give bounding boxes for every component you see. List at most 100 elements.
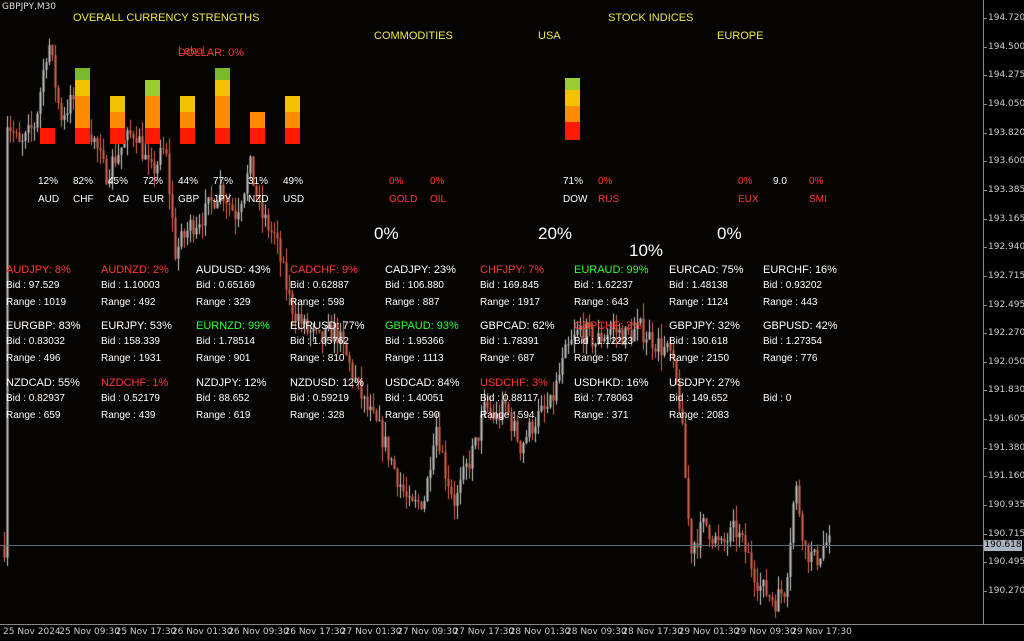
time-tick-label: 26 Nov 01:30 bbox=[171, 627, 233, 637]
europe-total: 0% bbox=[717, 224, 742, 243]
strength-segment bbox=[110, 96, 125, 112]
pair-range: Range : 2083 bbox=[669, 410, 730, 421]
pair-range: Range : 329 bbox=[196, 297, 251, 308]
pair-bid: Bid : 0.62887 bbox=[290, 280, 349, 291]
strength-segment bbox=[75, 128, 90, 144]
strength-pct-usd: 49% bbox=[283, 176, 304, 187]
pair-bid: Bid : 1.78391 bbox=[480, 336, 539, 347]
price-tick bbox=[984, 419, 987, 421]
price-tick-label: 194.050 bbox=[988, 98, 1024, 109]
price-tick-label: 190.715 bbox=[988, 528, 1024, 539]
usa-total: 20% bbox=[538, 224, 573, 243]
pair-bid: Bid : 1.27354 bbox=[763, 336, 822, 347]
strength-segment bbox=[180, 96, 195, 112]
pair-name: GBPJPY: 32% bbox=[669, 320, 740, 332]
pair-range: Range : 643 bbox=[574, 297, 629, 308]
price-tick-label: 192.050 bbox=[988, 356, 1024, 367]
strength-pct-cad: 45% bbox=[108, 176, 129, 187]
price-tick-label: 190.495 bbox=[988, 557, 1024, 568]
strength-segment bbox=[145, 128, 160, 144]
pair-bid: Bid : 0.83032 bbox=[6, 336, 65, 347]
price-tick-label: 192.495 bbox=[988, 299, 1024, 310]
price-tick-label: 194.720 bbox=[988, 13, 1024, 23]
price-tick-label: 193.165 bbox=[988, 213, 1024, 224]
strength-label-aud: AUD bbox=[38, 194, 60, 205]
strength-segment bbox=[215, 112, 230, 128]
pair-name: EURJPY: 53% bbox=[101, 320, 172, 332]
time-tick-label: 28 Nov 01:30 bbox=[509, 627, 571, 637]
pair-range: Range : 659 bbox=[6, 410, 61, 421]
pair-range: Range : 1917 bbox=[480, 297, 541, 308]
pair-range: Range : 2150 bbox=[669, 353, 730, 364]
price-tick bbox=[984, 505, 987, 507]
strength-label-chf: CHF bbox=[73, 194, 94, 205]
strength-segment bbox=[250, 112, 265, 128]
price-tick bbox=[984, 533, 987, 535]
pair-name: EURGBP: 83% bbox=[6, 320, 81, 332]
strength-pct-gbp: 44% bbox=[178, 176, 199, 187]
time-tick-label: 27 Nov 01:30 bbox=[340, 627, 402, 637]
price-tick-label: 191.830 bbox=[988, 385, 1024, 396]
strength-label-usd: USD bbox=[283, 194, 305, 205]
oil-label: OIL bbox=[430, 194, 447, 205]
strength-segment bbox=[250, 128, 265, 144]
pair-name: GBPUSD: 42% bbox=[763, 320, 838, 332]
candlestick-series bbox=[0, 0, 983, 624]
smi-label: SMI bbox=[809, 194, 827, 205]
strength-segment bbox=[75, 68, 90, 80]
pair-bid: Bid : 0.59219 bbox=[290, 393, 349, 404]
price-tick bbox=[984, 103, 987, 105]
strength-pct-aud: 12% bbox=[38, 176, 59, 187]
pair-range: Range : 1124 bbox=[669, 297, 729, 308]
strength-segment bbox=[285, 96, 300, 112]
label-text: Label bbox=[178, 45, 205, 57]
price-tick-label: 193.600 bbox=[988, 156, 1024, 167]
pair-range: Range : 439 bbox=[101, 410, 156, 421]
europe-header: EUROPE bbox=[717, 30, 764, 42]
pair-bid: Bid : 1.05762 bbox=[290, 336, 349, 347]
pair-name: USDJPY: 27% bbox=[669, 377, 740, 389]
strength-segment bbox=[75, 80, 90, 96]
price-tick-label: 193.385 bbox=[988, 184, 1024, 195]
price-tick-label: 194.275 bbox=[988, 70, 1024, 81]
time-axis[interactable]: 25 Nov 2024 25 Nov 09:30 25 Nov 17:30 26 No… bbox=[0, 624, 1024, 641]
price-axis[interactable]: 194.720 194.500 194.275 194.050 193.820 193.6… bbox=[983, 0, 1024, 624]
pair-name: USDCHF: 3% bbox=[480, 377, 548, 389]
pair-name: CADCHF: 9% bbox=[290, 264, 358, 276]
pair-bid: Bid : 0.82937 bbox=[6, 393, 65, 404]
stock-total: 10% bbox=[629, 241, 664, 260]
price-tick bbox=[984, 591, 987, 592]
strength-label-gbp: GBP bbox=[178, 194, 200, 205]
pair-bid: Bid : 1.10003 bbox=[101, 280, 160, 291]
pair-bid: Bid : 158.339 bbox=[101, 336, 160, 347]
price-tick bbox=[984, 390, 987, 392]
pair-range: Range : 590 bbox=[385, 410, 440, 421]
strength-segment bbox=[215, 80, 230, 96]
pair-name: EURUSD: 77% bbox=[290, 320, 365, 332]
pair-range: Range : 371 bbox=[574, 410, 629, 421]
pair-name: NZDCAD: 55% bbox=[6, 377, 80, 389]
strength-segment bbox=[285, 128, 300, 144]
rus-label: RUS bbox=[598, 194, 620, 205]
strength-label-nzd: NZD bbox=[248, 194, 269, 205]
dollar-label: DOLLAR: 0% bbox=[178, 47, 245, 59]
price-chart[interactable] bbox=[0, 0, 983, 624]
strength-segment bbox=[145, 80, 160, 96]
time-tick-label: 27 Nov 17:30 bbox=[453, 627, 515, 637]
price-tick bbox=[984, 18, 987, 19]
pair-range: Range : 492 bbox=[101, 297, 156, 308]
time-tick-label: 28 Nov 17:30 bbox=[622, 627, 683, 637]
price-tick bbox=[984, 562, 987, 564]
pair-name: EURAUD: 99% bbox=[574, 264, 649, 276]
strength-segment bbox=[180, 128, 195, 144]
dow-pct: 71% bbox=[563, 176, 584, 187]
pair-name: GBPAUD: 93% bbox=[385, 320, 459, 332]
pair-name: USDCAD: 84% bbox=[385, 377, 460, 389]
time-tick-label: 26 Nov 09:30 bbox=[228, 627, 289, 637]
strength-segment bbox=[75, 96, 90, 112]
pair-bid: Bid : 1.48138 bbox=[669, 280, 728, 291]
strength-pct-nzd: 31% bbox=[248, 176, 269, 187]
strength-segment bbox=[75, 112, 90, 128]
pair-name: CHFJPY: 7% bbox=[480, 264, 545, 276]
current-price-label: 190.618 bbox=[984, 540, 1022, 551]
